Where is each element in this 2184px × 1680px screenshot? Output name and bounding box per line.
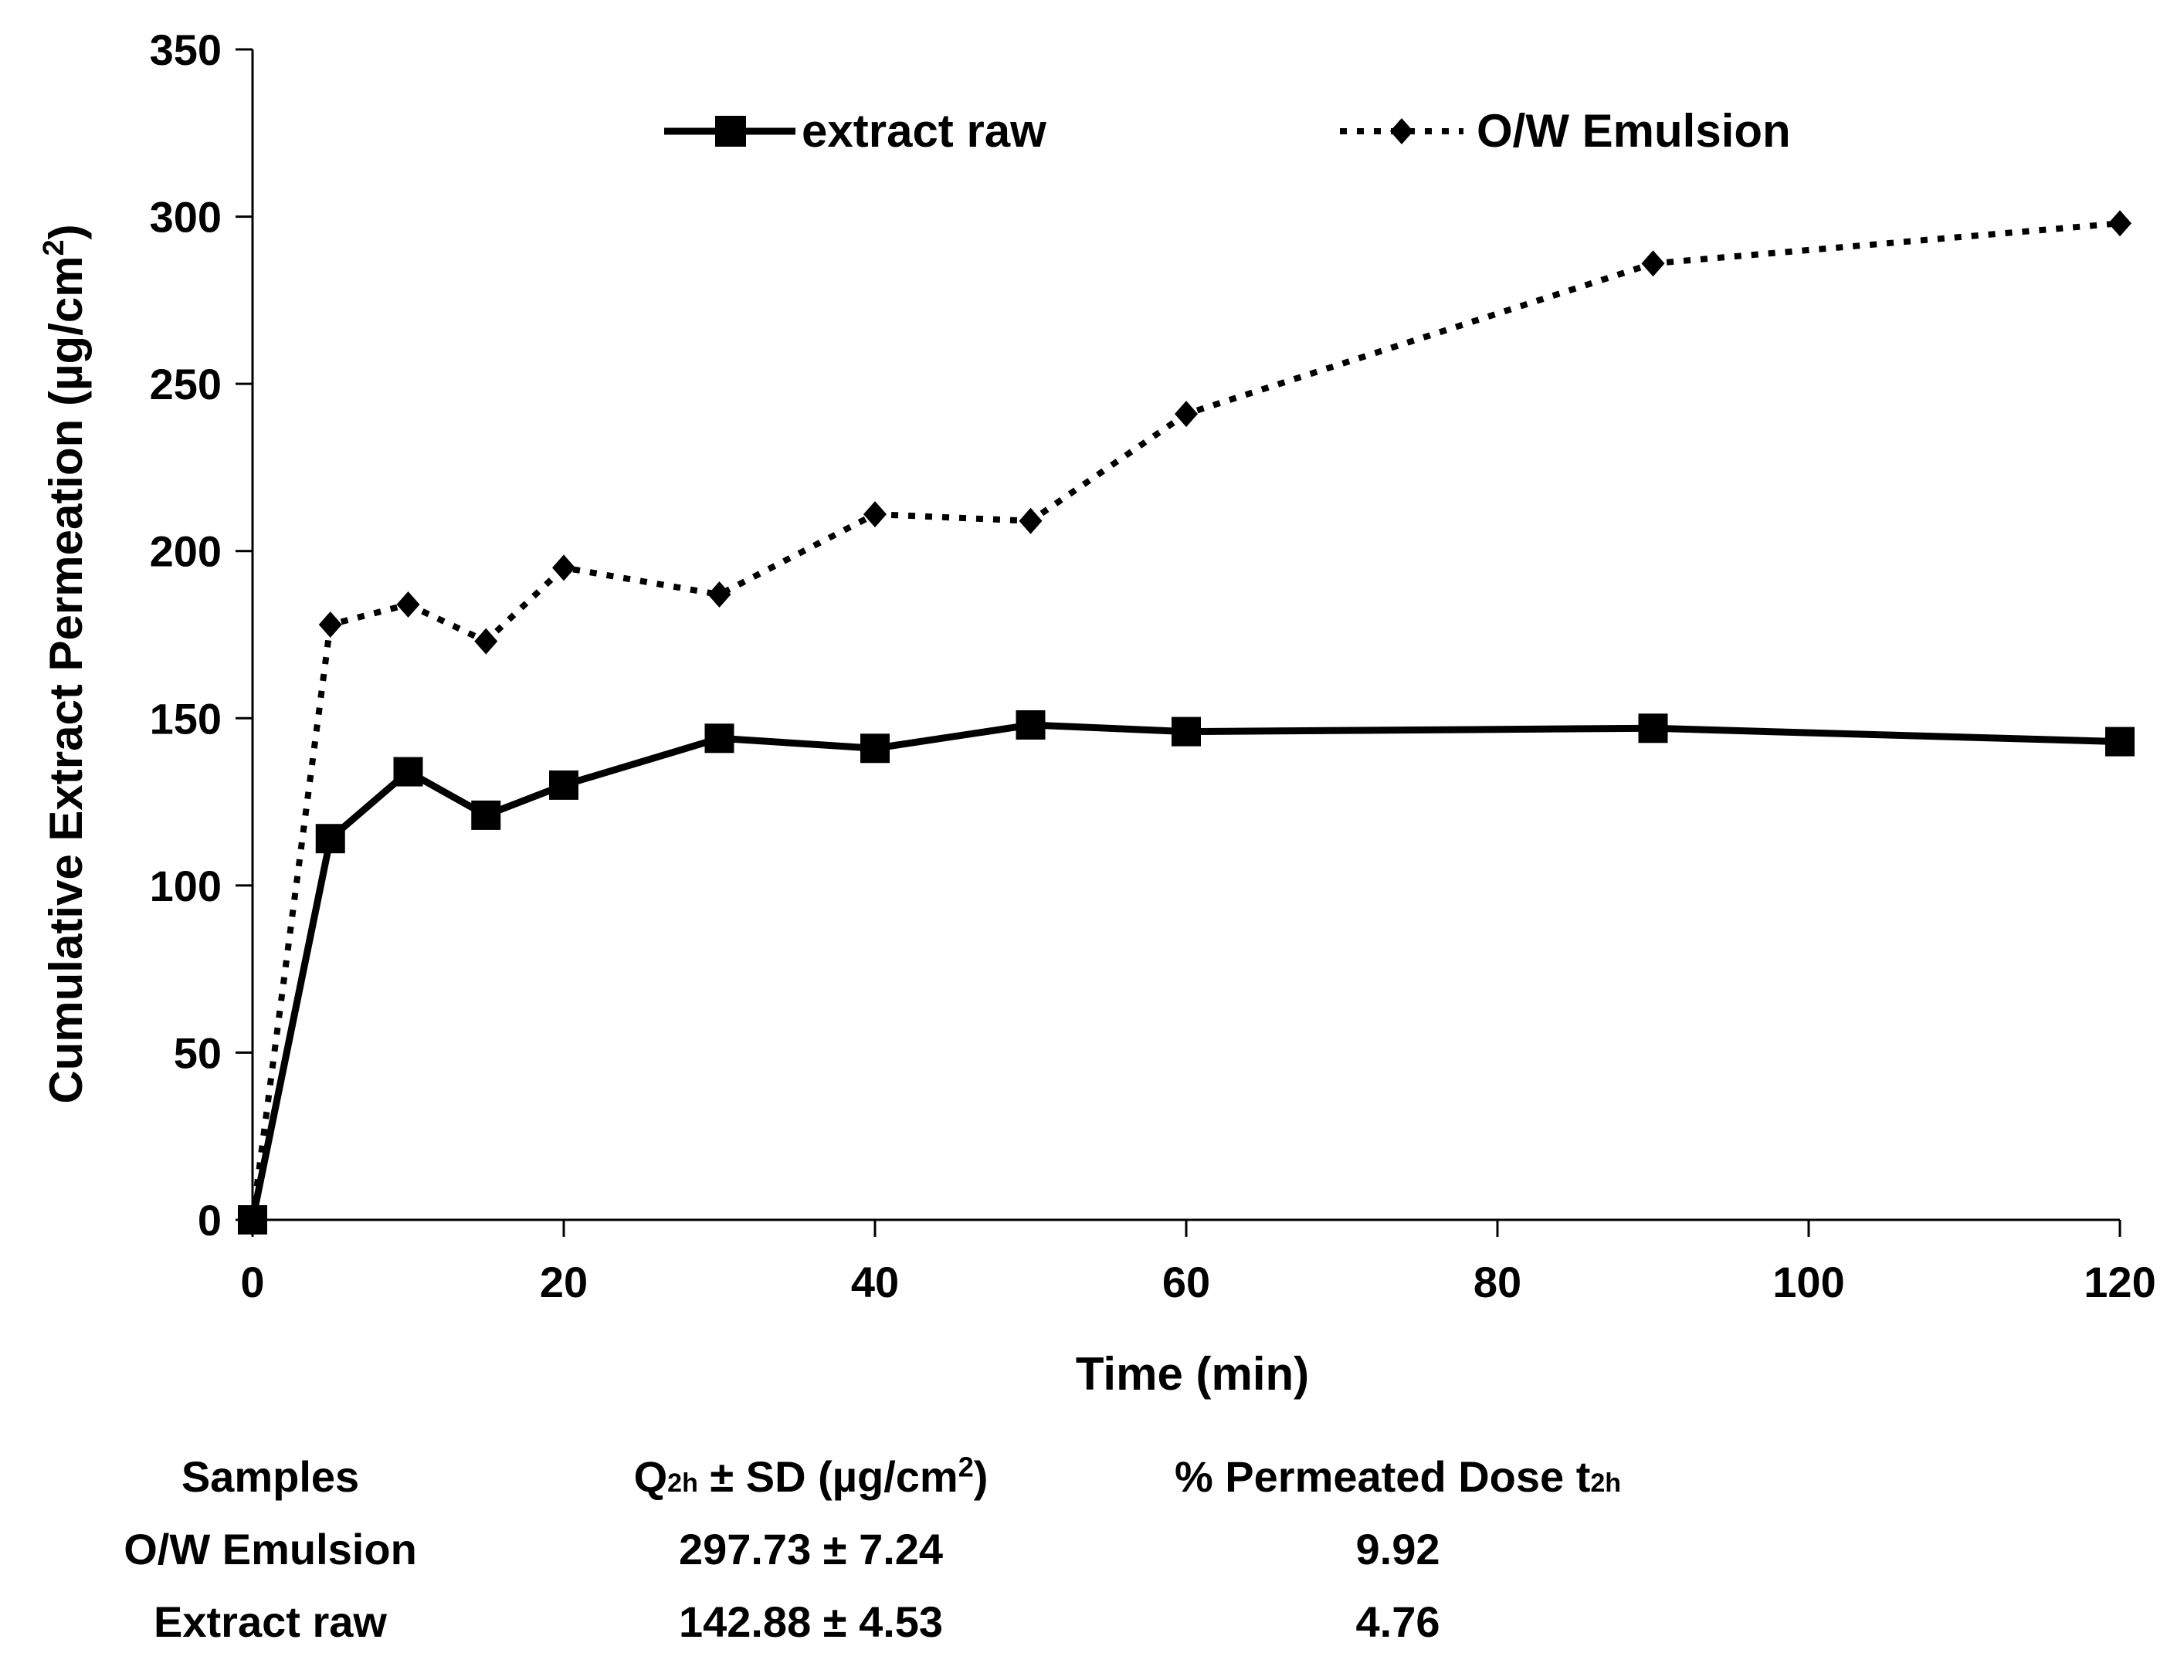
y-tick-label: 300 [150,193,222,242]
data-point-emulsion [2108,210,2131,237]
y-axis-title: Cumulative Extract Permeation (µg/cm2) [38,224,92,1103]
data-point-extract-raw [549,770,578,800]
y-axis-title-tail: ) [40,224,92,239]
data-point-extract-raw [860,733,890,764]
header-q2h: Q2h ± SD (µg/cm2) [634,1451,989,1502]
summary-table: Samples Q2h ± SD (µg/cm2) % Permeated Do… [93,1451,1714,1669]
header-q-sub: 2h [667,1468,698,1498]
data-point-emulsion [318,611,342,638]
legend-marker-extract-raw [715,116,746,147]
y-tick-label: 350 [150,25,222,74]
x-tick-label: 60 [1162,1258,1210,1306]
legend-marker-emulsion [1390,118,1413,144]
legend-label-extract-raw: extract raw [802,105,1046,157]
row-q: 297.73 ± 7.24 [678,1525,944,1573]
table-row: O/W Emulsion 297.73 ± 7.24 9.92 [93,1524,1714,1597]
x-axis-ticks: 0 20 40 60 80 100 120 [240,1220,2156,1306]
permeation-chart: 0 50 100 150 200 250 300 350 0 20 40 60 80 100 120 ex… [38,25,2156,1400]
table-row: Extract raw 142.88 ± 4.53 4.76 [93,1597,1714,1669]
y-tick-label: 100 [150,862,222,910]
legend-label-emulsion: O/W Emulsion [1477,105,1791,157]
data-point-emulsion [1641,250,1665,277]
y-axis-title-sup: 2 [38,239,70,256]
data-point-emulsion [396,591,420,618]
y-tick-label: 150 [150,694,222,743]
data-point-extract-raw [1638,713,1668,743]
y-tick-label: 50 [174,1028,222,1077]
row-sample: Extract raw [154,1597,387,1646]
series-line-extract-raw [249,721,2121,1221]
x-axis-title: Time (min) [1076,1348,1309,1400]
y-tick-label: 0 [198,1196,222,1245]
legend: extract raw O/W Emulsion [664,105,1791,157]
header-q-close: ) [973,1452,989,1501]
header-q-prefix: Q [633,1452,668,1501]
data-point-extract-raw [1172,716,1201,747]
data-point-extract-raw [704,723,734,754]
row-q: 142.88 ± 4.53 [678,1597,944,1646]
y-axis-title-main: Cumulative Extract Permeation (µg/cm [40,256,92,1103]
x-tick-label: 120 [2084,1258,2155,1306]
data-point-extract-raw [1016,710,1046,740]
header-samples: Samples [181,1452,360,1501]
data-point-emulsion [707,581,731,608]
header-q-rest: ± SD (µg/cm [697,1452,958,1501]
data-point-emulsion [1019,507,1043,534]
summary-header-row: Samples Q2h ± SD (µg/cm2) % Permeated Do… [93,1451,1714,1524]
row-dose: 4.76 [1355,1597,1440,1646]
data-point-emulsion [1175,401,1198,428]
x-tick-label: 100 [1772,1258,1844,1306]
data-point-extract-raw [471,800,501,830]
data-point-emulsion [474,628,498,655]
x-tick-label: 40 [851,1258,899,1306]
data-point-extract-raw [238,1205,267,1235]
y-tick-label: 250 [150,360,222,408]
data-point-emulsion [552,554,575,581]
header-dose-sub: 2h [1590,1468,1622,1498]
header-q-sup: 2 [958,1451,974,1483]
x-tick-label: 80 [1474,1258,1521,1306]
y-tick-label: 200 [150,527,222,576]
x-tick-label: 0 [240,1258,264,1306]
axes [251,49,2120,1221]
data-point-extract-raw [2105,727,2135,757]
data-point-emulsion [863,501,887,528]
data-point-extract-raw [393,757,423,787]
data-point-extract-raw [315,824,345,854]
y-axis-ticks: 0 50 100 150 200 250 300 350 [150,25,253,1245]
row-sample: O/W Emulsion [124,1525,417,1573]
series-layer [238,210,2135,1235]
header-dose: % Permeated Dose t2h [1175,1451,1621,1502]
x-tick-label: 20 [540,1258,588,1306]
header-dose-prefix: % Permeated Dose t [1174,1452,1591,1501]
row-dose: 9.92 [1355,1525,1440,1573]
